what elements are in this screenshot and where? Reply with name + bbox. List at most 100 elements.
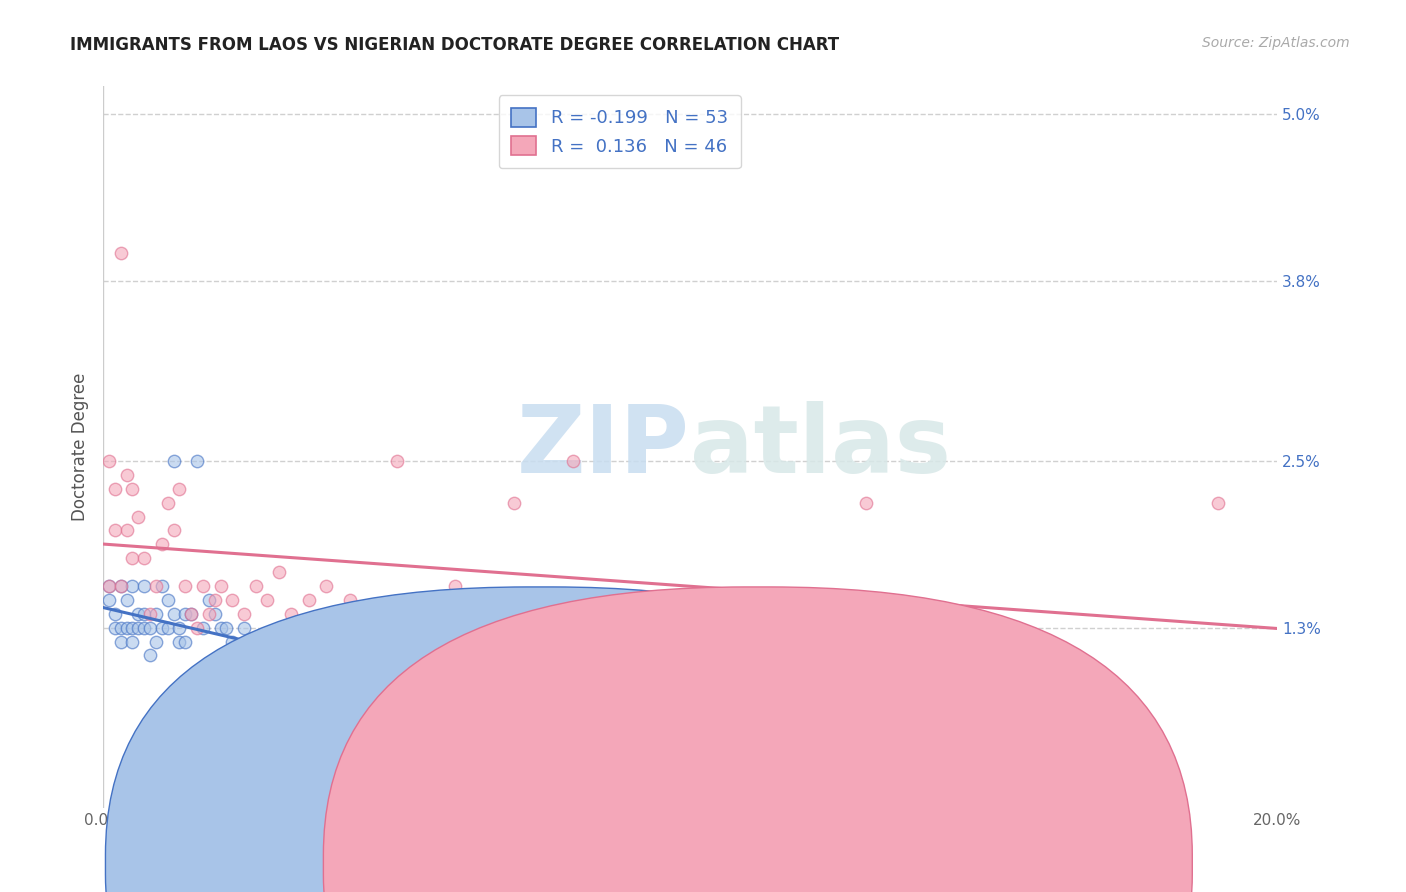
Point (98, 593, 121, 607)
Point (145, 607, 167, 621)
Point (561, 621, 583, 635)
Point (180, 607, 202, 621)
Point (127, 621, 149, 635)
Point (186, 454, 208, 468)
Point (221, 593, 243, 607)
Point (174, 607, 197, 621)
Point (156, 496, 179, 510)
Text: Nigerians: Nigerians (794, 855, 868, 870)
Text: Immigrants from Laos: Immigrants from Laos (583, 855, 752, 870)
Point (226, 662, 249, 676)
Point (245, 579, 267, 593)
Point (115, 593, 138, 607)
Point (150, 579, 173, 593)
Point (98, 454, 121, 468)
Point (444, 579, 467, 593)
Point (134, 621, 156, 635)
Point (209, 621, 232, 635)
Point (115, 467, 138, 482)
Point (197, 593, 219, 607)
Point (884, 773, 907, 788)
Point (110, 621, 132, 635)
Point (291, 690, 314, 704)
Point (1206, 496, 1229, 510)
Point (169, 634, 191, 648)
Point (280, 704, 302, 718)
Point (738, 731, 761, 746)
Point (209, 579, 232, 593)
Point (280, 607, 302, 621)
Point (233, 607, 256, 621)
Point (339, 593, 361, 607)
Point (139, 621, 162, 635)
Point (204, 607, 226, 621)
Text: ZIP: ZIP (517, 401, 690, 493)
Point (110, 634, 132, 648)
Point (121, 634, 143, 648)
Point (356, 759, 378, 773)
Point (110, 579, 132, 593)
Point (156, 621, 179, 635)
Point (620, 621, 643, 635)
Point (415, 593, 437, 607)
Point (503, 496, 526, 510)
Point (239, 676, 262, 690)
Legend: R = -0.199   N = 53, R =  0.136   N = 46: R = -0.199 N = 53, R = 0.136 N = 46 (499, 95, 741, 169)
Point (326, 704, 349, 718)
Point (197, 607, 219, 621)
Point (145, 634, 167, 648)
Y-axis label: Doctorate Degree: Doctorate Degree (72, 373, 89, 522)
Point (304, 676, 326, 690)
Point (174, 634, 197, 648)
Point (104, 524, 127, 538)
Point (104, 607, 127, 621)
Point (204, 593, 226, 607)
Text: IMMIGRANTS FROM LAOS VS NIGERIAN DOCTORATE DEGREE CORRELATION CHART: IMMIGRANTS FROM LAOS VS NIGERIAN DOCTORA… (70, 36, 839, 54)
Point (139, 607, 162, 621)
Point (855, 496, 877, 510)
Point (104, 621, 127, 635)
Point (233, 621, 256, 635)
Point (269, 731, 291, 746)
Point (145, 579, 167, 593)
Point (134, 579, 156, 593)
Point (162, 454, 184, 468)
Point (121, 551, 143, 566)
Point (150, 621, 173, 635)
Point (115, 621, 138, 635)
Point (104, 482, 127, 496)
Point (121, 579, 143, 593)
Point (156, 593, 179, 607)
Point (180, 607, 202, 621)
Point (162, 524, 184, 538)
Point (191, 621, 214, 635)
Point (973, 690, 995, 704)
Point (150, 537, 173, 551)
Point (110, 579, 132, 593)
Point (162, 607, 184, 621)
Point (115, 524, 138, 538)
Point (256, 593, 278, 607)
Point (98, 579, 121, 593)
Point (385, 454, 408, 468)
Point (215, 621, 238, 635)
Point (474, 607, 496, 621)
Point (139, 648, 162, 663)
Point (1090, 704, 1112, 718)
Point (134, 551, 156, 566)
Point (134, 607, 156, 621)
Point (561, 454, 583, 468)
Point (186, 621, 208, 635)
Point (256, 690, 278, 704)
Text: Source: ZipAtlas.com: Source: ZipAtlas.com (1202, 36, 1350, 50)
Point (121, 482, 143, 496)
Point (250, 662, 273, 676)
Point (98, 579, 121, 593)
Point (191, 579, 214, 593)
Point (174, 579, 197, 593)
Point (679, 593, 702, 607)
Point (169, 482, 191, 496)
Point (110, 246, 132, 260)
Point (315, 579, 337, 593)
Point (169, 621, 191, 635)
